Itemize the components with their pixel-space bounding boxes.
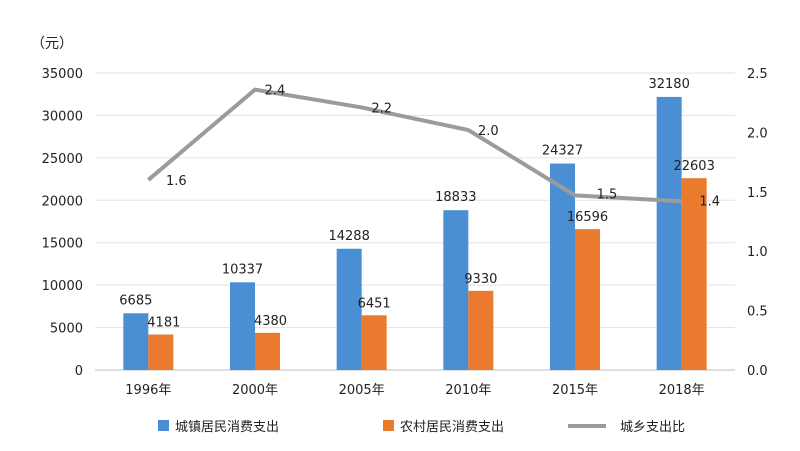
y-axis-unit-label: （元） <box>31 36 73 52</box>
data-label-rural: 9330 <box>464 272 497 287</box>
y-tick-label: 10000 <box>42 279 83 294</box>
y-axis-right: 0.0 0.5 1.0 1.5 2.0 2.5 <box>747 67 768 379</box>
x-tick-label: 2010年 <box>445 383 491 398</box>
x-tick-label: 1996年 <box>125 383 171 398</box>
y-axis-left: 0 5000 10000 15000 20000 25000 30000 35000 <box>42 67 83 379</box>
legend-swatch-rural <box>383 420 394 431</box>
bar-rural <box>361 315 387 370</box>
x-tick-label: 2005年 <box>339 383 385 398</box>
y-tick-label: 35000 <box>42 67 83 82</box>
data-label-rural: 22603 <box>673 159 714 174</box>
data-label-urban: 18833 <box>435 190 476 205</box>
bars <box>123 96 707 370</box>
bar-rural <box>681 178 707 370</box>
x-tick-label: 2000年 <box>232 383 278 398</box>
x-tick-label: 2015年 <box>552 383 598 398</box>
y-tick-label: 0 <box>75 364 83 379</box>
x-tick-label: 2018年 <box>659 383 705 398</box>
legend: 城镇居民消费支出 农村居民消费支出 城乡支出比 <box>158 420 685 435</box>
bar-rural <box>575 229 600 370</box>
legend-label-urban: 城镇居民消费支出 <box>175 420 279 435</box>
bar-urban <box>123 313 149 370</box>
data-label-urban: 32180 <box>648 77 689 92</box>
ratio-line-path <box>147 87 682 204</box>
data-label-urban: 6685 <box>119 293 152 308</box>
y-tick-label: 5000 <box>50 322 83 337</box>
gridlines <box>95 72 735 371</box>
data-labels: 6685 4181 1.6 10337 4380 2.4 14288 6451 2.2 18833… <box>119 77 720 331</box>
data-label-urban: 10337 <box>222 262 263 277</box>
bar-urban <box>550 163 575 370</box>
y-tick-label: 30000 <box>42 109 83 124</box>
data-label-rural: 4380 <box>254 314 287 329</box>
ratio-line <box>147 87 682 204</box>
x-axis: 1996年 2000年 2005年 2010年 2015年 2018年 <box>125 383 704 398</box>
y2-tick-label: 1.5 <box>747 186 768 201</box>
data-label-ratio: 2.2 <box>371 101 392 116</box>
data-label-urban: 14288 <box>328 229 369 244</box>
data-label-rural: 4181 <box>147 316 180 331</box>
bar-urban <box>336 248 362 370</box>
y2-tick-label: 2.0 <box>747 126 768 141</box>
data-label-ratio: 1.4 <box>699 194 720 209</box>
y-tick-label: 20000 <box>42 194 83 209</box>
data-label-ratio: 2.4 <box>265 84 286 99</box>
bar-urban <box>443 210 469 370</box>
y-tick-label: 15000 <box>42 237 83 252</box>
legend-label-ratio: 城乡支出比 <box>620 420 685 435</box>
y2-tick-label: 0.0 <box>747 364 768 379</box>
legend-label-rural: 农村居民消费支出 <box>400 420 504 435</box>
bar-rural <box>255 332 280 370</box>
bar-urban <box>230 282 255 370</box>
data-label-rural: 6451 <box>358 296 391 311</box>
bar-rural <box>468 290 494 370</box>
y2-tick-label: 0.5 <box>747 305 768 320</box>
bar-rural <box>148 334 174 370</box>
y2-tick-label: 2.5 <box>747 67 768 82</box>
data-label-urban: 24327 <box>542 144 583 159</box>
legend-swatch-urban <box>158 420 169 431</box>
data-label-ratio: 2.0 <box>478 124 499 139</box>
y2-tick-label: 1.0 <box>747 245 768 260</box>
data-label-rural: 16596 <box>567 210 608 225</box>
y-tick-label: 25000 <box>42 152 83 167</box>
bar-urban <box>656 96 682 370</box>
data-label-ratio: 1.6 <box>166 174 187 189</box>
data-label-ratio: 1.5 <box>597 187 618 202</box>
